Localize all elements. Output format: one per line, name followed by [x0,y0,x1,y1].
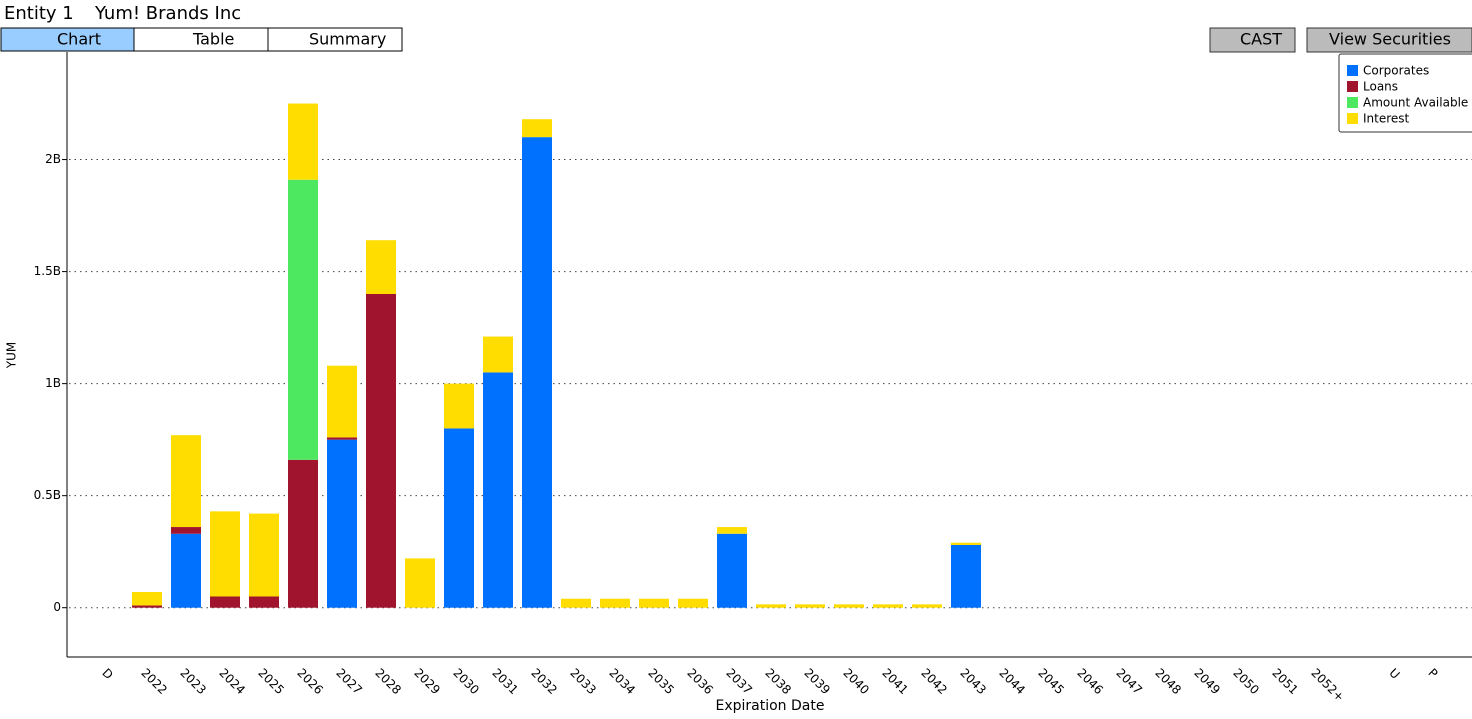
view-securities-button[interactable] [1306,27,1472,53]
x-tick-label: 2048 [1152,666,1183,697]
x-tick-label: 2030 [450,666,481,697]
bar-segment [249,513,279,597]
bar-segment [678,598,708,608]
bar-segment [444,428,474,608]
x-tick-label: 2027 [333,666,364,697]
entity-name: Yum! Brands Inc [94,3,241,24]
x-tick-label: 2023 [177,666,208,697]
x-tick-label: 2039 [801,666,832,697]
button-label[interactable]: View Securities [1329,30,1451,49]
tab-label[interactable]: Chart [57,30,101,49]
bar-segment [210,511,240,597]
x-tick-label: 2033 [567,666,598,697]
x-tick-label: 2049 [1191,666,1222,697]
x-tick-label: 2045 [1035,666,1066,697]
bar-segment [522,137,552,608]
bar-segment [327,439,357,608]
x-tick-label: 2031 [489,666,520,697]
x-tick-label: 2025 [255,666,286,697]
x-tick-label: 2050 [1230,666,1261,697]
bar-segment [951,542,981,545]
y-axis-label: YUM [5,342,19,369]
x-tick-label: 2034 [606,666,637,697]
bar-segment [600,598,630,608]
legend-label: Loans [1363,80,1398,94]
x-tick-label: 2035 [645,666,676,697]
bar-segment [288,459,318,608]
bar-segment [249,596,279,608]
x-tick-label: 2040 [840,666,871,697]
legend-swatch [1347,113,1358,124]
y-tick-label: 0.5B [34,488,61,502]
x-tick-label: 2042 [918,666,949,697]
bar-segment [132,592,162,606]
x-tick-label: 2029 [411,666,442,697]
tab-label[interactable]: Table [192,30,234,49]
bar-segment [483,372,513,608]
x-tick-label: 2044 [996,666,1027,697]
x-tick-label: D [99,666,115,682]
bar-segment [561,598,591,608]
cast-button[interactable] [1209,27,1296,53]
x-tick-label: 2026 [294,666,325,697]
bar-segment [171,435,201,528]
x-tick-label: 2032 [528,666,559,697]
x-tick-label: 2051 [1269,666,1300,697]
x-tick-label: U [1386,666,1402,682]
bar-segment [873,604,903,608]
bar-segment [522,119,552,138]
x-tick-label: 2024 [216,666,247,697]
bar-segment [405,558,435,608]
y-tick-label: 2B [45,152,61,166]
bar-segment [171,527,201,534]
bar-segment [834,604,864,608]
x-axis-label: Expiration Date [716,698,825,714]
x-tick-label: 2037 [723,666,754,697]
bar-segment [483,336,513,373]
bar-segment [756,604,786,608]
legend-swatch [1347,65,1358,76]
x-tick-label: 2052+ [1308,666,1347,705]
bar-segment [951,544,981,608]
x-tick-label: 2047 [1113,666,1144,697]
bar-segment [366,240,396,294]
entity-label: Entity 1 [4,3,74,24]
bar-segment [210,596,240,608]
bar-segment [717,533,747,608]
legend-swatch [1347,97,1358,108]
x-tick-label: 2028 [372,666,403,697]
bar-segment [639,598,669,608]
x-tick-label: P [1425,666,1440,681]
bar-segment [327,437,357,440]
bar-segment [132,605,162,608]
bar-segment [717,527,747,534]
bar-segment [366,294,396,608]
legend-label: Interest [1363,112,1410,126]
x-tick-label: 2043 [957,666,988,697]
y-tick-label: 1.5B [34,264,61,278]
x-tick-label: 2036 [684,666,715,697]
y-tick-label: 0 [53,600,61,614]
legend-label: Amount Available [1363,96,1468,110]
legend-label: Corporates [1363,64,1429,78]
tab-label[interactable]: Summary [309,30,386,49]
tab-summary[interactable] [267,27,403,52]
legend-swatch [1347,81,1358,92]
bar-segment [795,604,825,608]
legend [1338,53,1472,133]
y-tick-label: 1B [45,376,61,390]
bar-segment [288,179,318,460]
bar-segment [171,533,201,608]
x-tick-label: 2022 [138,666,169,697]
x-tick-label: 2046 [1074,666,1105,697]
bar-segment [327,365,357,438]
bar-segment [444,383,474,429]
x-tick-label: 2038 [762,666,793,697]
x-tick-label: 2041 [879,666,910,697]
button-label[interactable]: CAST [1240,30,1282,49]
bar-segment [912,604,942,608]
bar-segment [288,103,318,180]
